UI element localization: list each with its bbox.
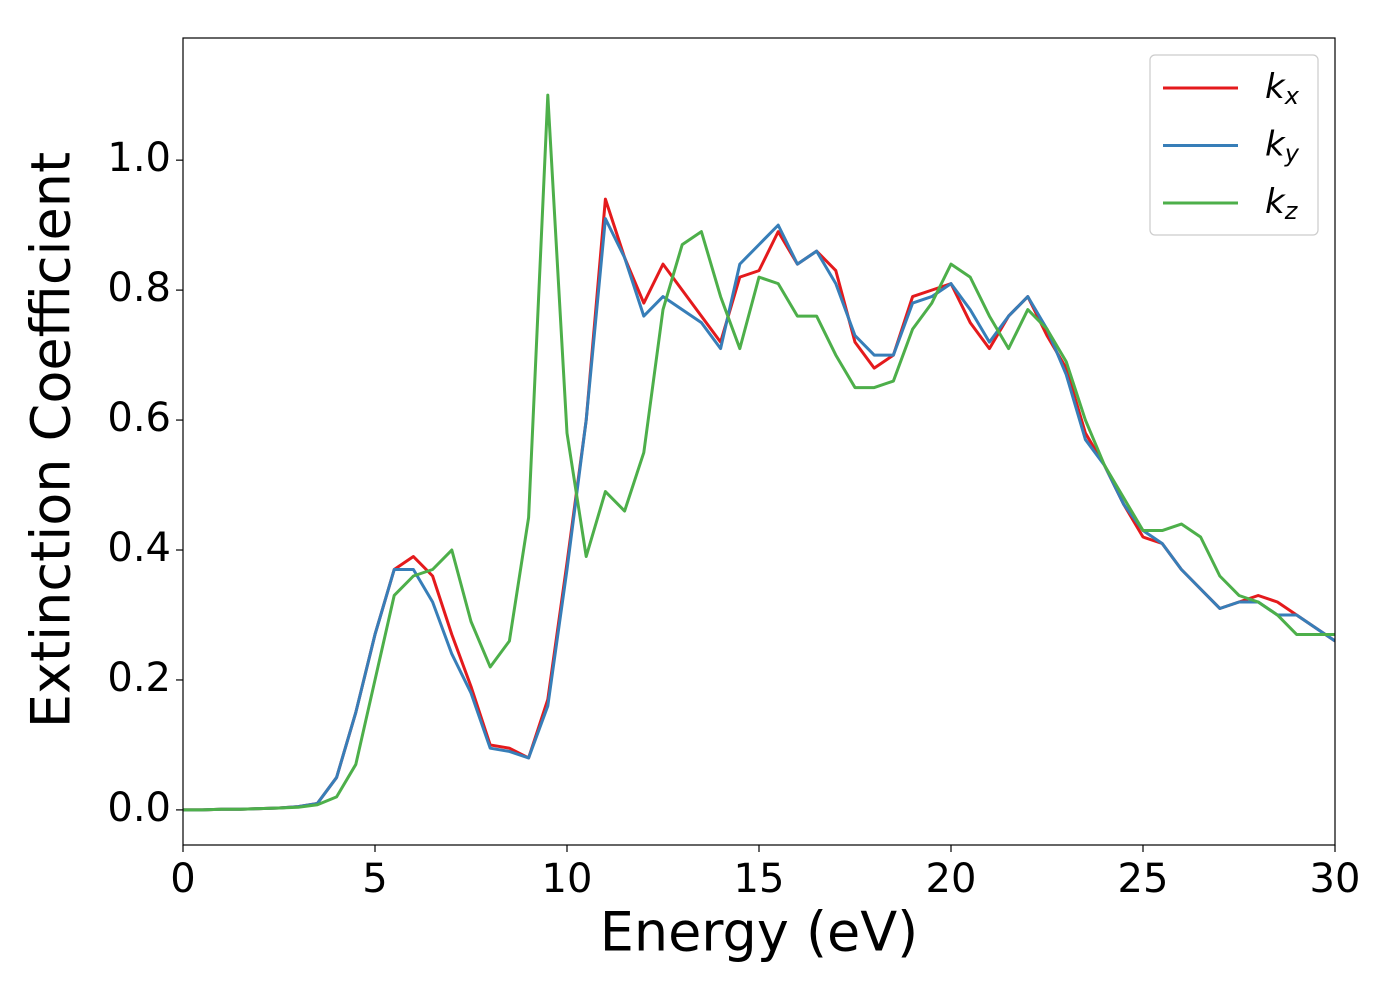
x-tick-label: 5: [362, 856, 387, 902]
y-tick-label: 0.4: [107, 525, 171, 571]
legend-label: ky: [1265, 124, 1300, 168]
x-axis-label: Energy (eV): [600, 901, 919, 964]
y-tick-label: 0.8: [107, 265, 171, 311]
x-tick-label: 10: [542, 856, 593, 902]
legend-label: kx: [1265, 67, 1300, 111]
y-tick-label: 0.0: [107, 785, 171, 831]
x-tick-label: 25: [1118, 856, 1169, 902]
y-axis-label: Extinction Coefficient: [20, 152, 83, 728]
y-tick-label: 0.6: [107, 395, 171, 441]
line-series: [183, 93, 1335, 812]
y-tick-label: 1.0: [107, 135, 171, 181]
x-tick-label: 15: [734, 856, 785, 902]
line-series: [183, 217, 1335, 812]
x-tick-label: 0: [170, 856, 195, 902]
x-tick-label: 30: [1310, 856, 1361, 902]
plot-frame: [182, 37, 1336, 846]
legend-label: kz: [1265, 182, 1299, 226]
line-series: [183, 197, 1335, 812]
y-tick-label: 0.2: [107, 655, 171, 701]
x-tick-label: 20: [926, 856, 977, 902]
